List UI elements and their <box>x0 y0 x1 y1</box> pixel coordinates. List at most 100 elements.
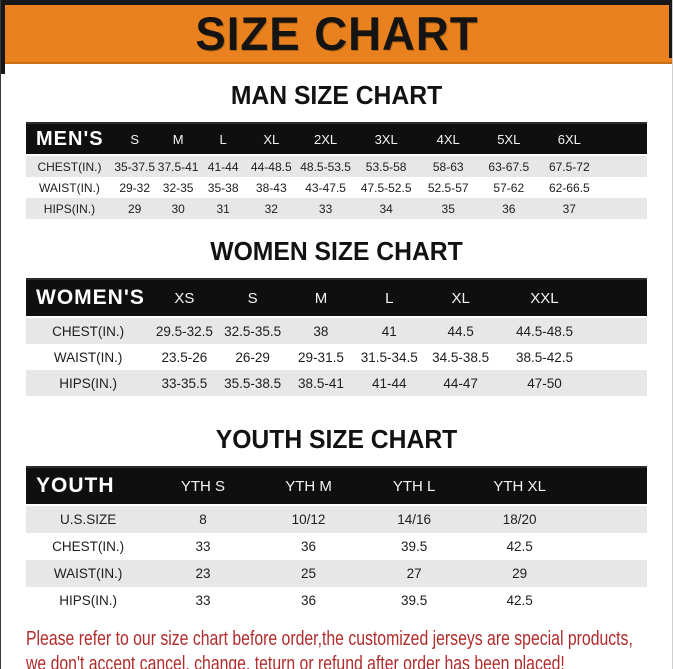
size-value-cell: 36 <box>479 198 539 219</box>
size-value-cell: 33 <box>150 533 256 560</box>
size-value-cell: 44-48.5 <box>246 155 297 177</box>
size-value-cell: 33 <box>150 587 256 614</box>
measurement-row-label: CHEST(IN.) <box>26 533 151 560</box>
size-value-cell: 37 <box>538 198 601 219</box>
measurement-row-label: HIPS(IN.) <box>26 198 113 219</box>
size-value-cell: 43-47.5 <box>296 177 356 198</box>
size-column-header: XL <box>246 123 297 156</box>
size-value-cell: 14/16 <box>361 505 467 533</box>
size-value-cell: 34.5-38.5 <box>423 344 498 370</box>
size-value-cell: 52.5-57 <box>417 177 480 198</box>
header-row: MEN'S S M L XL 2XL 3XL 4XL 5XL 6XL <box>26 123 647 156</box>
size-value-cell: 31 <box>199 198 247 219</box>
size-value-cell: 35-38 <box>199 177 247 198</box>
size-value-cell: 10/12 <box>255 505 362 533</box>
disclaimer-text: Please refer to our size chart before or… <box>1 627 672 669</box>
table-row: WAIST(IN.) 29-32 32-35 35-38 38-43 43-47.5 47.… <box>26 177 647 198</box>
header-spacer <box>591 279 647 318</box>
size-column-header: S <box>112 123 157 156</box>
size-value-cell: 33-35.5 <box>150 370 219 396</box>
size-value-cell: 29 <box>112 198 157 219</box>
size-value-cell: 47.5-52.5 <box>355 177 418 198</box>
header-row: WOMEN'S XS S M L XL XXL <box>26 279 647 318</box>
size-value-cell: 35-37.5 <box>112 155 157 177</box>
size-value-cell: 25 <box>255 560 362 587</box>
size-value-cell: 37.5-41 <box>156 155 200 177</box>
size-value-cell: 26-29 <box>218 344 287 370</box>
measurement-row-label: WAIST(IN.) <box>26 177 113 198</box>
row-spacer <box>600 177 647 198</box>
women-section-heading: WOMEN SIZE CHART <box>210 236 463 266</box>
table-row: WAIST(IN.) 23 25 27 29 <box>26 560 647 587</box>
size-value-cell: 35.5-38.5 <box>218 370 287 396</box>
size-value-cell: 32 <box>246 198 297 219</box>
size-value-cell: 38-43 <box>246 177 297 198</box>
size-value-cell: 41-44 <box>355 370 424 396</box>
size-value-cell: 41 <box>355 317 424 344</box>
size-column-header: YTH M <box>255 467 362 506</box>
size-value-cell: 29.5-32.5 <box>150 317 219 344</box>
size-column-header: XXL <box>497 279 592 318</box>
size-column-header: XL <box>423 279 498 318</box>
size-value-cell: 42.5 <box>466 533 573 560</box>
page-title: SIZE CHART <box>194 7 479 60</box>
header-spacer <box>572 467 647 506</box>
row-spacer <box>572 533 647 560</box>
table-row: HIPS(IN.) 33 36 39.5 42.5 <box>26 587 647 614</box>
measurement-row-label: WAIST(IN.) <box>26 344 151 370</box>
youth-size-table: YOUTH YTH S YTH M YTH L YTH XL U.S.SIZE 8 10/12… <box>26 466 647 614</box>
size-column-header: 3XL <box>355 123 418 156</box>
women-size-section: WOMEN SIZE CHART WOMEN'S XS S M L XL XXL CHEST(… <box>26 236 647 396</box>
table-row: HIPS(IN.) 33-35.5 35.5-38.5 38.5-41 41-44 44-… <box>26 370 647 396</box>
header-spacer <box>600 123 647 156</box>
size-value-cell: 67.5-72 <box>538 155 601 177</box>
size-value-cell: 29-31.5 <box>286 344 356 370</box>
size-value-cell: 38 <box>286 317 356 344</box>
row-spacer <box>591 370 647 396</box>
disclaimer-line-1: Please refer to our size chart before or… <box>26 628 633 650</box>
row-spacer <box>600 198 647 219</box>
size-value-cell: 35 <box>417 198 480 219</box>
size-value-cell: 58-63 <box>417 155 480 177</box>
measurement-row-label: CHEST(IN.) <box>26 317 151 344</box>
size-column-header: 6XL <box>538 123 601 156</box>
row-spacer <box>572 587 647 614</box>
size-value-cell: 57-62 <box>479 177 539 198</box>
row-spacer <box>591 317 647 344</box>
left-corner-bar <box>1 0 5 74</box>
size-value-cell: 39.5 <box>361 587 467 614</box>
size-value-cell: 29-32 <box>112 177 157 198</box>
table-corner-label: WOMEN'S <box>26 279 151 318</box>
table-row: CHEST(IN.) 29.5-32.5 32.5-35.5 38 41 44.5 44.5… <box>26 317 647 344</box>
size-column-header: YTH S <box>150 467 256 506</box>
measurement-row-label: U.S.SIZE <box>26 505 151 533</box>
size-value-cell: 34 <box>355 198 418 219</box>
table-row: U.S.SIZE 8 10/12 14/16 18/20 <box>26 505 647 533</box>
size-value-cell: 31.5-34.5 <box>355 344 424 370</box>
size-value-cell: 38.5-41 <box>286 370 356 396</box>
measurement-row-label: HIPS(IN.) <box>26 370 151 396</box>
size-column-header: M <box>286 279 356 318</box>
youth-size-section: YOUTH SIZE CHART YOUTH YTH S YTH M YTH L YTH… <box>26 424 647 614</box>
measurement-row-label: CHEST(IN.) <box>26 155 113 177</box>
size-value-cell: 36 <box>255 533 362 560</box>
table-row: WAIST(IN.) 23.5-26 26-29 29-31.5 31.5-34.5 34… <box>26 344 647 370</box>
table-row: HIPS(IN.) 29 30 31 32 33 34 35 36 37 <box>26 198 647 219</box>
size-value-cell: 42.5 <box>466 587 573 614</box>
size-value-cell: 27 <box>361 560 467 587</box>
size-value-cell: 33 <box>296 198 356 219</box>
size-column-header: XS <box>150 279 219 318</box>
size-value-cell: 53.5-58 <box>355 155 418 177</box>
size-column-header: 5XL <box>479 123 539 156</box>
table-row: CHEST(IN.) 35-37.5 37.5-41 41-44 44-48.5 48.5… <box>26 155 647 177</box>
size-value-cell: 48.5-53.5 <box>296 155 356 177</box>
content-area: MAN SIZE CHART MEN'S S M L XL 2XL 3XL 4XL 5XL 6XL… <box>1 80 672 614</box>
women-size-table: WOMEN'S XS S M L XL XXL CHEST(IN.) 29.5-32.5 32.5… <box>26 278 647 396</box>
table-corner-label: YOUTH <box>26 467 151 506</box>
row-spacer <box>600 155 647 177</box>
header-row: YOUTH YTH S YTH M YTH L YTH XL <box>26 467 647 506</box>
size-value-cell: 47-50 <box>497 370 592 396</box>
size-value-cell: 30 <box>156 198 200 219</box>
size-column-header: M <box>156 123 200 156</box>
table-corner-label: MEN'S <box>26 123 113 156</box>
